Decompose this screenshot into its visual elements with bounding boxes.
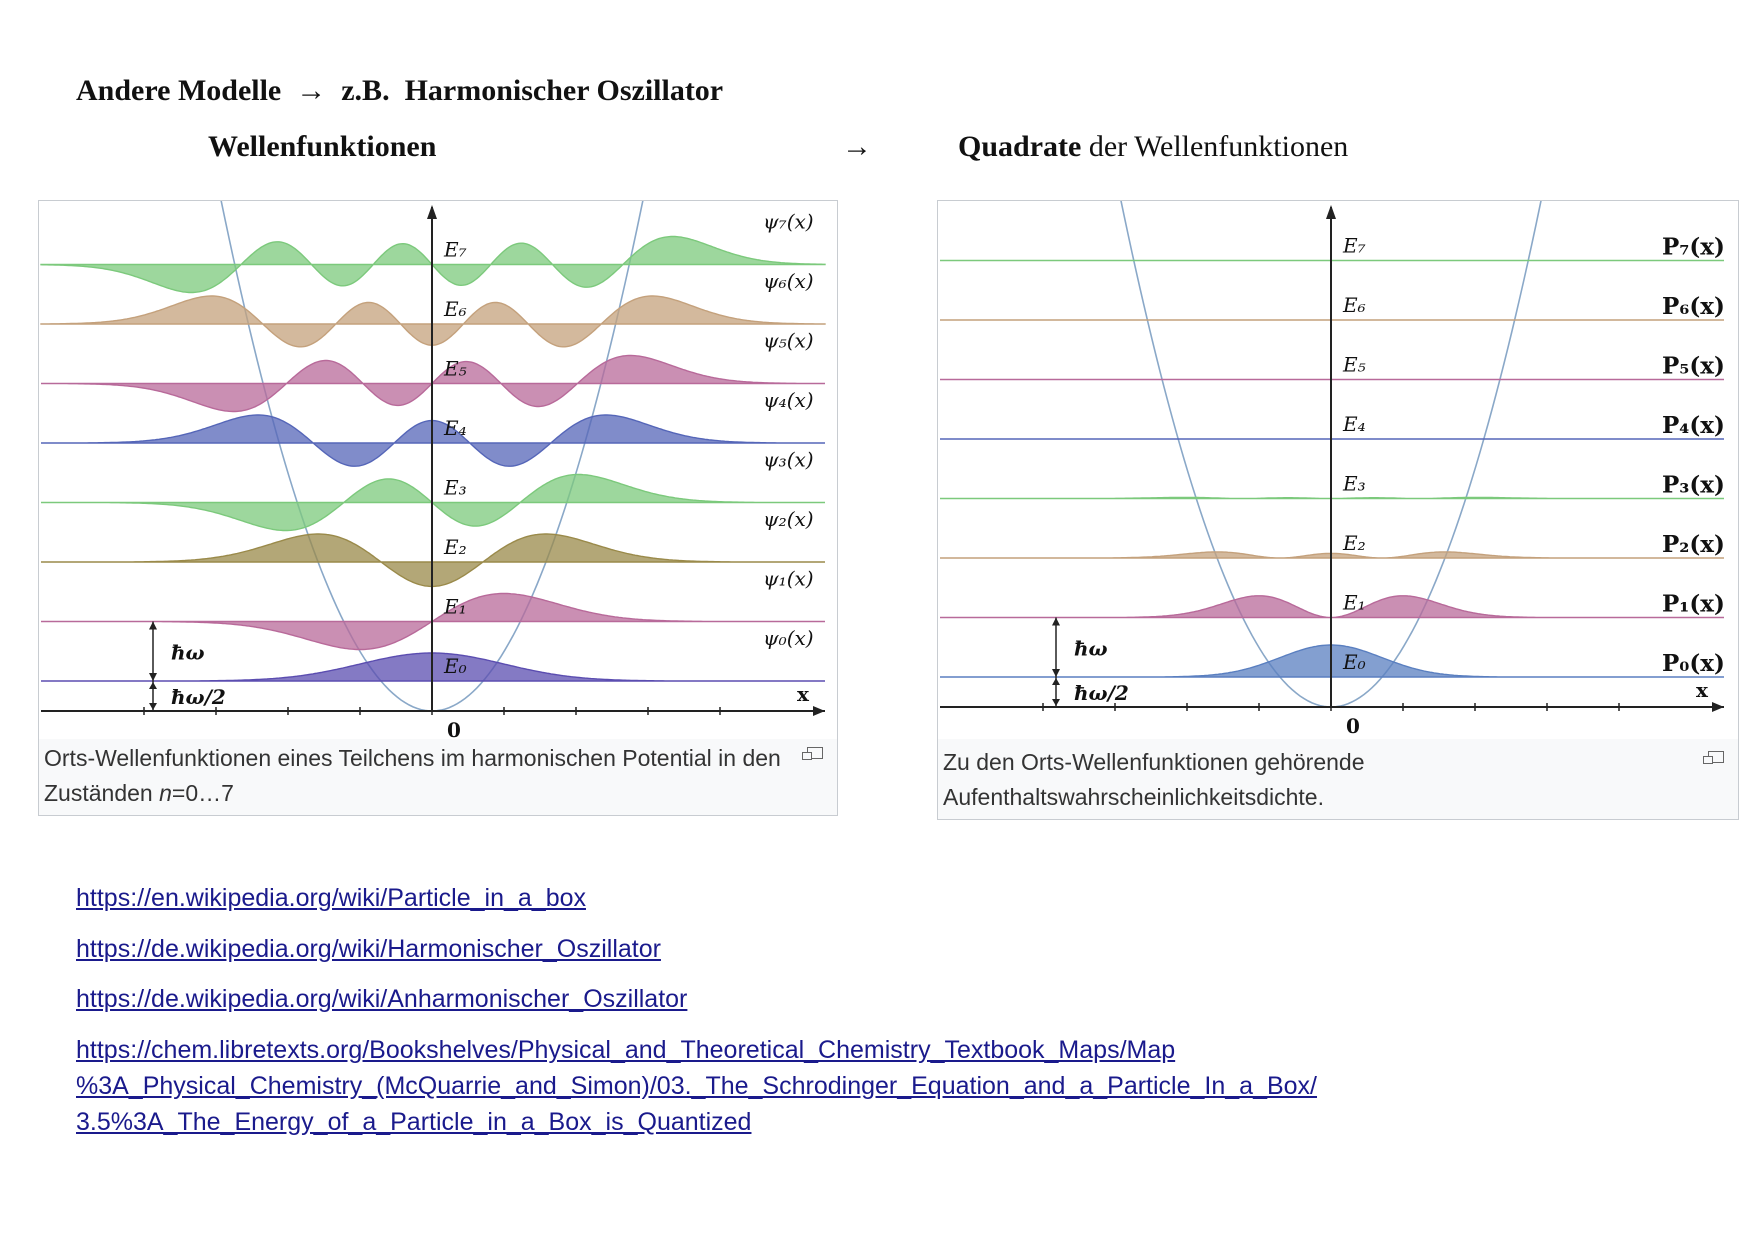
link-libretexts[interactable]: https://chem.libretexts.org/Bookshelves/… <box>76 1032 1317 1140</box>
caption-n: n <box>159 780 172 806</box>
psi-label: ψ₂(x) <box>763 507 814 531</box>
wavefunction-plot: E₇ ψ₇(x) E₆ ψ₆(x) E₅ ψ₅(x) E₄ ψ₄(x) E₃ ψ₃(x) E₂ ψ₂(… <box>39 201 837 739</box>
link-libretexts-line-3[interactable]: 3.5%3A_The_Energy_of_a_Particle_in_a_Box… <box>76 1108 752 1136</box>
energy-label: E₅ <box>1342 353 1366 377</box>
x-axis-arrow <box>1712 702 1724 712</box>
hbar-omega-half-label: ħω/2 <box>1074 681 1129 705</box>
psi-label: ψ₁(x) <box>763 567 814 591</box>
energy-label: E₀ <box>1342 650 1366 674</box>
expand-icon[interactable] <box>1703 751 1724 764</box>
energy-label: E₅ <box>443 357 467 381</box>
x-axis-arrow <box>813 706 825 716</box>
energy-label: E₆ <box>443 297 467 321</box>
energy-label: E₁ <box>443 595 467 619</box>
y-axis-arrow <box>1326 205 1336 219</box>
psi-label: ψ₇(x) <box>763 210 814 234</box>
expand-icon[interactable] <box>802 747 823 760</box>
hbar-omega-half-arrows <box>149 682 157 710</box>
energy-label: E₃ <box>1342 472 1366 496</box>
link-libretexts-line-2[interactable]: %3A_Physical_Chemistry_(McQuarrie_and_Si… <box>76 1072 1318 1100</box>
p-label: P₅(x) <box>1662 353 1725 380</box>
x-axis-label: x <box>1696 678 1709 702</box>
wavefunction-figure: E₇ ψ₇(x) E₆ ψ₆(x) E₅ ψ₅(x) E₄ ψ₄(x) E₃ ψ₃(x) E₂ ψ₂(… <box>38 200 838 816</box>
hbar-omega-half-label: ħω/2 <box>171 685 226 709</box>
y-axis-arrow <box>427 205 437 219</box>
link-harmonischer-oszillator[interactable]: https://de.wikipedia.org/wiki/Harmonisch… <box>76 935 661 963</box>
caption-text: Orts-Wellenfunktionen eines Teilchens im… <box>44 745 781 806</box>
psi-label: ψ₃(x) <box>763 448 814 472</box>
energy-label: E₁ <box>1342 591 1366 615</box>
psi-label: ψ₅(x) <box>763 329 814 353</box>
figure-caption: Zu den Orts-Wellenfunktionen gehörende A… <box>943 749 1365 810</box>
link-anharmonischer-oszillator[interactable]: https://de.wikipedia.org/wiki/Anharmonis… <box>76 985 688 1013</box>
origin-label: 0 <box>1346 714 1360 738</box>
energy-label: E₀ <box>443 654 467 678</box>
caption-range: =0…7 <box>171 780 234 806</box>
hbar-omega-half-arrows <box>1052 678 1060 706</box>
probability-figure: E₇ P₇(x) E₆ P₆(x) E₅ P₅(x) E₄ P₄(x) E₃ P₃(x) E₂ P₂(… <box>937 200 1739 820</box>
hbar-omega-label: ħω <box>171 640 205 664</box>
origin-label: 0 <box>447 718 461 739</box>
energy-label: E₇ <box>1342 234 1366 258</box>
right-heading-rest: der Wellenfunktionen <box>1081 130 1349 163</box>
p-label: P₆(x) <box>1662 293 1725 320</box>
p-label: P₄(x) <box>1662 412 1725 439</box>
energy-label: E₂ <box>1342 531 1366 555</box>
energy-label: E₄ <box>1342 412 1366 436</box>
link-particle-in-a-box[interactable]: https://en.wikipedia.org/wiki/Particle_i… <box>76 884 586 912</box>
energy-label: E₃ <box>443 476 467 500</box>
psi-label: ψ₆(x) <box>763 269 814 293</box>
energy-label: E₂ <box>443 535 467 559</box>
hbar-omega-label: ħω <box>1074 636 1108 660</box>
right-heading-bold: Quadrate <box>958 130 1082 163</box>
x-axis-label: x <box>797 682 810 706</box>
left-figure-heading: Wellenfunktionen <box>208 130 437 163</box>
psi-label: ψ₄(x) <box>763 388 814 412</box>
link-libretexts-line-1[interactable]: https://chem.libretexts.org/Bookshelves/… <box>76 1036 1176 1064</box>
level-6-curve <box>40 295 826 348</box>
figure-caption: Orts-Wellenfunktionen eines Teilchens im… <box>44 741 804 811</box>
right-figure-heading: Quadrate der Wellenfunktionen <box>958 130 1348 164</box>
probability-plot: E₇ P₇(x) E₆ P₆(x) E₅ P₅(x) E₄ P₄(x) E₃ P₃(x) E₂ P₂(… <box>938 201 1738 739</box>
page-title: Andere Modelle → z.B. Harmonischer Oszil… <box>76 74 724 107</box>
p-label: P₂(x) <box>1662 531 1725 558</box>
energy-label: E₇ <box>443 238 467 262</box>
arrow: → <box>842 130 872 163</box>
p-label: P₃(x) <box>1662 472 1725 499</box>
energy-label: E₆ <box>1342 293 1366 317</box>
p-label: P₇(x) <box>1662 234 1725 261</box>
psi-label: ψ₀(x) <box>763 626 814 650</box>
p-label: P₀(x) <box>1662 650 1725 677</box>
energy-label: E₄ <box>443 416 467 440</box>
p-label: P₁(x) <box>1662 591 1725 618</box>
